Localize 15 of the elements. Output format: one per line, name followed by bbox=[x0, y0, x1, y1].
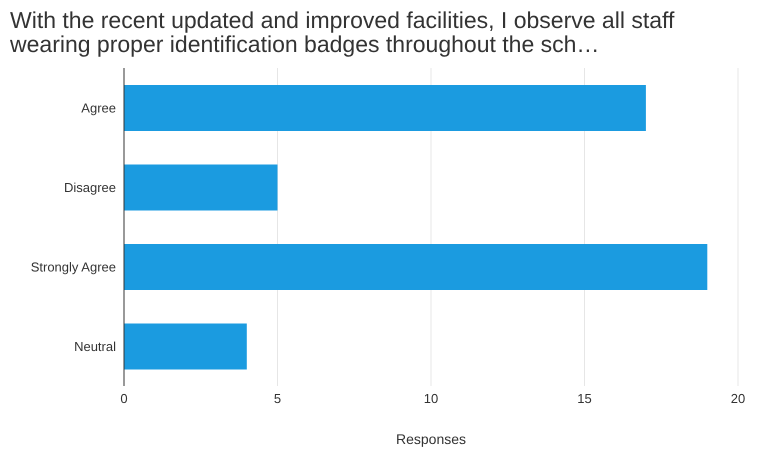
x-tick-label: 0 bbox=[120, 391, 128, 406]
bar bbox=[124, 324, 247, 370]
x-axis-title: Responses bbox=[396, 431, 466, 447]
y-tick-label: Neutral bbox=[74, 338, 116, 354]
chart-title: With the recent updated and improved facilities, I observe all staff wearing proper identification badges throughout the sch… bbox=[9, 7, 676, 57]
bar bbox=[124, 85, 646, 131]
bar bbox=[124, 244, 708, 290]
x-tick-label: 20 bbox=[730, 391, 746, 406]
x-tick-label: 5 bbox=[274, 391, 282, 406]
bar bbox=[124, 164, 278, 210]
y-tick-label: Disagree bbox=[64, 180, 116, 195]
x-tick-label: 15 bbox=[577, 391, 592, 406]
y-tick-label: Strongly Agree bbox=[30, 259, 116, 274]
x-tick-label: 10 bbox=[424, 391, 438, 406]
y-tick-label: Agree bbox=[81, 100, 116, 116]
